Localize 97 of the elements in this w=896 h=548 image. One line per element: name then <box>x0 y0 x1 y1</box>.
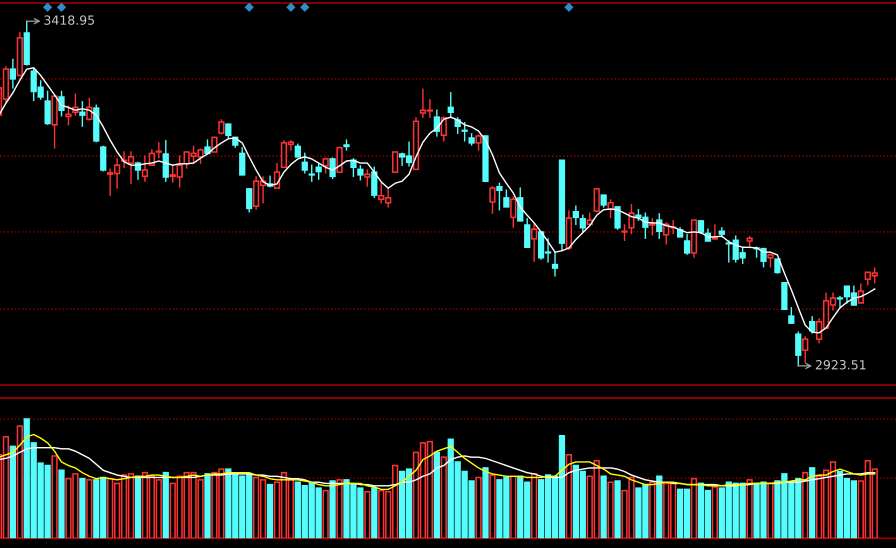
candlestick <box>656 213 662 239</box>
candlestick <box>246 188 252 212</box>
bar <box>690 478 698 538</box>
bar <box>607 481 614 538</box>
candlestick <box>302 152 308 174</box>
bar <box>371 487 378 538</box>
candlestick <box>726 240 732 263</box>
candlestick <box>580 214 586 233</box>
bar <box>440 456 447 538</box>
bar <box>809 467 816 538</box>
bar <box>475 476 482 538</box>
candlestick <box>594 188 600 212</box>
bar <box>482 467 489 538</box>
candlestick <box>712 224 718 240</box>
bar <box>329 480 336 538</box>
bar <box>656 476 662 538</box>
candlestick <box>503 190 510 208</box>
candlestick <box>649 218 656 236</box>
bar <box>322 490 329 538</box>
candlestick <box>218 119 225 135</box>
candlestick <box>836 296 844 308</box>
bar <box>16 425 23 538</box>
candlestick <box>65 105 72 126</box>
candlestick <box>600 194 607 208</box>
bar <box>746 479 753 538</box>
candlestick <box>148 149 155 166</box>
candlestick <box>489 186 496 214</box>
candlestick <box>343 139 350 151</box>
candlestick <box>86 98 92 121</box>
bar <box>364 491 370 538</box>
bar <box>434 452 440 538</box>
candlestick <box>308 164 315 182</box>
candlestick <box>371 166 378 198</box>
bar <box>614 480 621 538</box>
candlestick <box>767 254 774 268</box>
candlestick <box>684 234 690 255</box>
candlestick <box>718 227 725 238</box>
candlestick <box>788 307 794 324</box>
candlestick <box>468 133 475 146</box>
bar <box>58 470 65 538</box>
candlestick <box>517 187 524 222</box>
bar <box>802 472 808 538</box>
bar <box>79 478 86 538</box>
bar <box>10 446 16 538</box>
candlestick <box>614 206 621 230</box>
candlestick <box>239 147 246 176</box>
bar <box>531 473 538 538</box>
candlestick <box>100 146 106 172</box>
bar <box>162 472 169 538</box>
bar <box>51 455 58 538</box>
candlestick <box>79 101 86 127</box>
bar <box>510 476 516 538</box>
bar <box>600 476 607 538</box>
candlestick <box>496 182 503 210</box>
candlestick <box>809 316 816 334</box>
candlestick <box>698 220 704 234</box>
candlestick <box>858 283 864 304</box>
candlestick <box>454 117 461 134</box>
candlestick <box>294 144 301 158</box>
candlestick <box>162 140 169 182</box>
candlestick <box>795 331 802 367</box>
bar <box>266 484 274 538</box>
bar <box>767 482 774 538</box>
candlestick <box>621 224 628 242</box>
candlestick <box>510 196 516 228</box>
candlestick <box>524 218 530 248</box>
candlestick <box>802 336 808 363</box>
candlestick <box>364 169 370 187</box>
bar <box>712 486 718 538</box>
candlestick <box>434 110 440 137</box>
candlestick <box>531 224 538 262</box>
candlestick <box>552 251 558 276</box>
candlestick <box>572 206 579 226</box>
candlestick <box>475 134 482 151</box>
candlestick <box>322 158 329 174</box>
candlestick <box>329 158 336 180</box>
bar <box>489 474 496 538</box>
bar <box>204 473 211 538</box>
candlestick <box>392 151 398 173</box>
candlestick <box>10 58 16 89</box>
bar <box>134 476 142 538</box>
candlestick <box>357 165 364 180</box>
bar <box>649 481 656 538</box>
candlestick <box>156 142 162 158</box>
candlestick <box>746 236 753 248</box>
candlestick <box>448 92 454 118</box>
candlestick <box>211 136 218 153</box>
candlestick <box>225 123 232 138</box>
bar <box>566 454 572 538</box>
candlestick <box>142 155 148 182</box>
candlestick <box>44 90 51 125</box>
bar <box>86 479 92 538</box>
bar <box>336 479 343 538</box>
annotation: 3418.95 <box>44 15 94 25</box>
candlestick <box>316 162 322 180</box>
annotation: 2923.51 <box>816 360 866 370</box>
candlestick <box>462 122 468 142</box>
